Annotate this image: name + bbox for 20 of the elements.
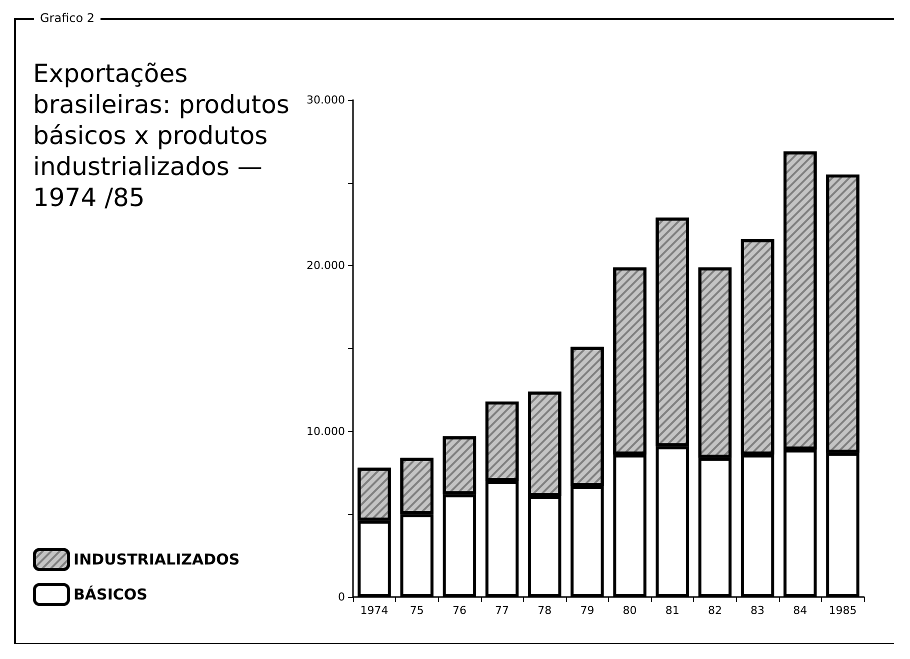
x-tick-label: 83 (750, 604, 765, 617)
x-tick-label: 1985 (828, 604, 857, 617)
x-tick-label: 78 (538, 604, 552, 617)
x-tick-label: 1974 (360, 604, 388, 617)
y-tick-label: 10.000 (306, 424, 345, 438)
x-tick-label: 76 (452, 604, 466, 617)
x-tick-label: 81 (665, 604, 680, 617)
y-tick-label: 0 (338, 590, 345, 604)
text: Exportações brasileiras: produtos básicos x produtos industrializados — 1974 /85 (33, 59, 298, 212)
x-tick-label: 84 (793, 604, 808, 617)
legend-label: INDUSTRIALIZADOS (74, 550, 240, 568)
legend-label: BÁSICOS (74, 586, 148, 604)
x-tick-label: 75 (410, 604, 424, 617)
y-tick-label: 20.000 (306, 259, 345, 272)
x-tick-label: 82 (708, 604, 722, 617)
x-tick-label: 79 (580, 604, 594, 617)
text: Grafico 2 (40, 11, 95, 25)
y-tick-label: 30.000 (306, 94, 345, 106)
x-tick-label: 80 (622, 604, 637, 617)
x-tick-label: 77 (495, 604, 510, 617)
